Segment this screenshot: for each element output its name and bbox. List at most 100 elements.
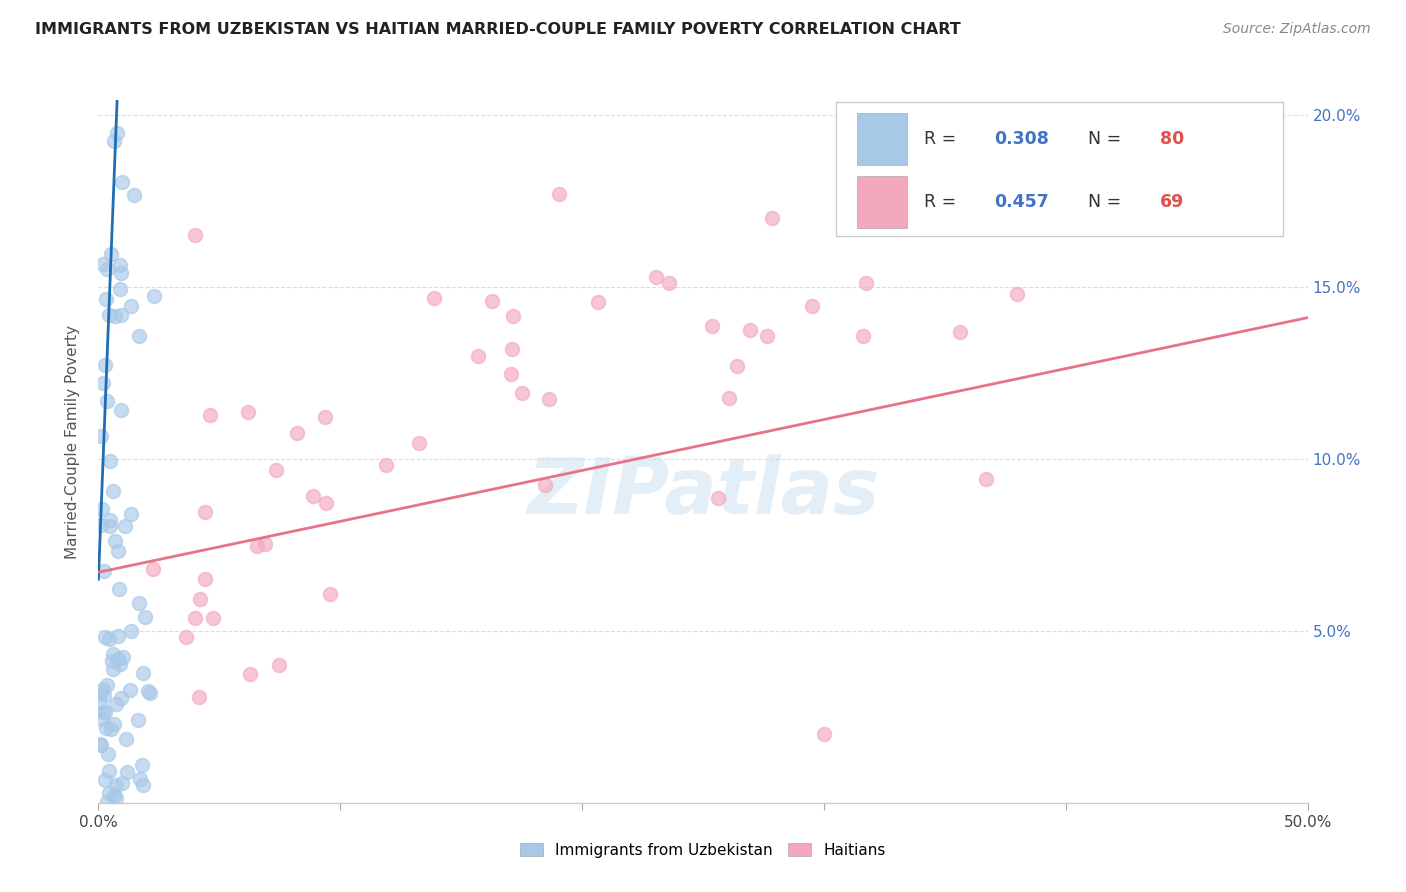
Point <box>100 247 122 261</box>
Point <box>98 632 121 647</box>
Text: R =: R = <box>924 194 962 211</box>
Point <box>100 513 122 527</box>
FancyBboxPatch shape <box>837 102 1284 235</box>
Point <box>1111 147 1133 161</box>
Point <box>502 309 524 323</box>
Point <box>761 211 783 226</box>
Point <box>98 786 121 800</box>
Point <box>101 662 124 676</box>
Point <box>1136 143 1159 157</box>
Point <box>132 666 155 681</box>
Point <box>855 276 877 290</box>
Point <box>755 329 778 343</box>
Point <box>93 358 115 372</box>
Point <box>91 712 114 726</box>
Point <box>139 686 162 700</box>
Point <box>740 323 762 337</box>
Point <box>127 713 149 727</box>
Point <box>97 747 120 761</box>
Point <box>950 192 973 206</box>
Point <box>1077 125 1099 139</box>
Text: 80: 80 <box>1160 130 1184 148</box>
Point <box>108 582 131 597</box>
Point <box>586 295 609 310</box>
Point <box>285 425 308 440</box>
Point <box>949 325 972 339</box>
Point <box>194 572 217 586</box>
Point <box>136 684 159 698</box>
Point <box>184 228 207 243</box>
Point <box>702 318 724 333</box>
Point <box>974 472 997 486</box>
Point <box>107 629 129 643</box>
Point <box>408 436 430 450</box>
Point <box>319 586 342 600</box>
Point <box>89 737 111 751</box>
Point <box>1232 128 1254 142</box>
Point <box>110 266 132 280</box>
Bar <box>856 177 907 228</box>
Point <box>534 477 557 491</box>
Point <box>128 596 150 610</box>
Point <box>142 562 165 576</box>
Point <box>91 705 114 719</box>
Point <box>110 775 132 789</box>
Point <box>974 174 997 188</box>
Point <box>103 716 125 731</box>
Point <box>128 328 150 343</box>
Text: N =: N = <box>1087 194 1126 211</box>
Point <box>267 658 290 673</box>
Point <box>96 721 118 735</box>
Point <box>315 496 337 510</box>
Point <box>1171 125 1194 139</box>
Point <box>120 682 142 697</box>
Point <box>984 148 1007 162</box>
Point <box>264 463 287 477</box>
Point <box>131 758 153 772</box>
Point <box>110 657 132 671</box>
Point <box>93 772 115 787</box>
Point <box>143 289 166 303</box>
Point <box>467 349 489 363</box>
Point <box>90 738 112 752</box>
Point <box>96 678 118 692</box>
Point <box>202 611 225 625</box>
Point <box>122 188 145 202</box>
Point <box>110 691 132 706</box>
Point <box>101 647 124 661</box>
Point <box>253 537 276 551</box>
Point <box>114 519 136 533</box>
Point <box>104 778 127 792</box>
Point <box>1064 125 1087 139</box>
Point <box>128 772 150 787</box>
Point <box>1125 125 1147 139</box>
Point <box>134 609 156 624</box>
Text: N =: N = <box>1087 130 1126 148</box>
Point <box>96 261 118 276</box>
Point <box>93 681 115 696</box>
Point <box>96 394 118 409</box>
Point <box>658 276 681 290</box>
Point <box>537 392 560 406</box>
Text: IMMIGRANTS FROM UZBEKISTAN VS HAITIAN MARRIED-COUPLE FAMILY POVERTY CORRELATION : IMMIGRANTS FROM UZBEKISTAN VS HAITIAN MA… <box>35 22 960 37</box>
Point <box>115 732 138 747</box>
Point <box>1180 125 1202 139</box>
Point <box>200 408 222 422</box>
Point <box>107 543 129 558</box>
Point <box>548 186 571 201</box>
Text: R =: R = <box>924 130 962 148</box>
Point <box>501 342 523 356</box>
Point <box>89 686 111 700</box>
Point <box>1007 286 1029 301</box>
Point <box>718 392 741 406</box>
Y-axis label: Married-Couple Family Poverty: Married-Couple Family Poverty <box>65 325 80 558</box>
Point <box>111 175 134 189</box>
Point <box>104 791 127 805</box>
Point <box>301 489 323 503</box>
Text: 0.457: 0.457 <box>994 194 1049 211</box>
Point <box>104 697 127 711</box>
Point <box>481 293 503 308</box>
Point <box>1001 157 1024 171</box>
Point <box>97 764 120 778</box>
Point <box>104 534 127 549</box>
